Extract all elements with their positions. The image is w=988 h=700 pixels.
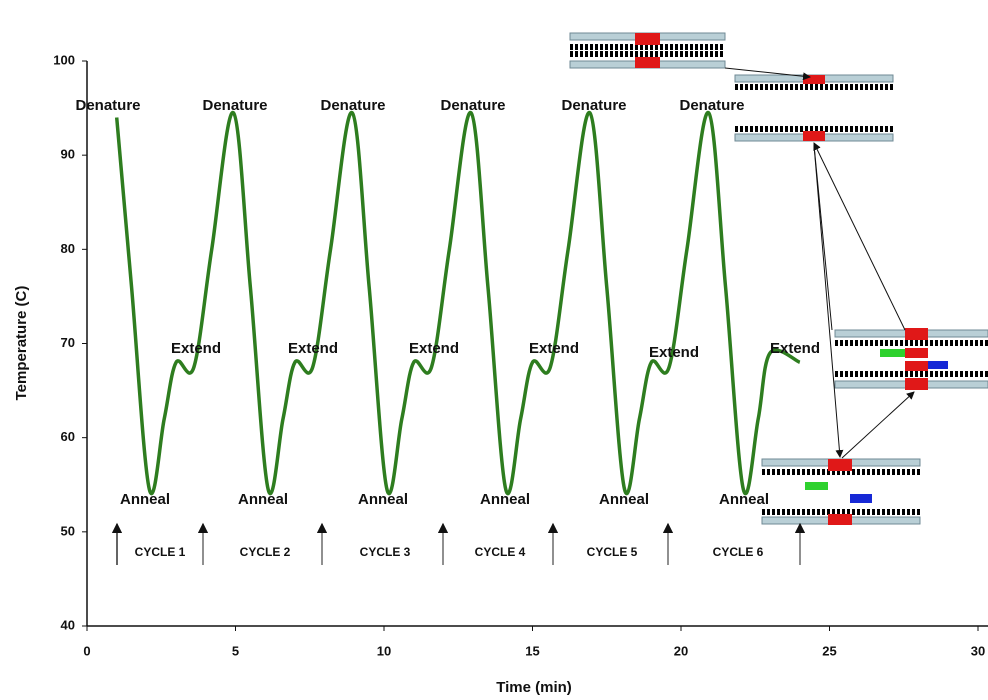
y-tick-label: 40 xyxy=(61,617,75,632)
dna-block xyxy=(850,494,872,503)
denature-label: Denature xyxy=(320,97,385,114)
anneal-label: Anneal xyxy=(120,491,170,508)
y-tick-label: 80 xyxy=(61,241,75,256)
x-axis-title: Time (min) xyxy=(496,679,572,696)
x-tick-label: 15 xyxy=(525,643,539,658)
extend-label: Extend xyxy=(649,344,699,361)
temperature-line xyxy=(114,111,801,496)
denature-label: Denature xyxy=(679,97,744,114)
anneal-label: Anneal xyxy=(480,491,530,508)
y-tick-label: 100 xyxy=(53,52,75,67)
extend-label: Extend xyxy=(171,340,221,357)
anneal-label: Anneal xyxy=(358,491,408,508)
dna-block xyxy=(803,131,825,141)
arrow xyxy=(813,144,833,331)
y-axis-title: Temperature (C) xyxy=(13,286,30,401)
dna-block xyxy=(905,378,928,390)
y-tick-label: 70 xyxy=(61,335,75,350)
dna-block xyxy=(635,57,660,68)
x-tick-label: 10 xyxy=(377,643,391,658)
cycle-label: CYCLE 5 xyxy=(587,545,638,559)
arrow xyxy=(813,142,906,331)
dna-block xyxy=(880,349,905,357)
cycle-label: CYCLE 6 xyxy=(713,545,764,559)
arrow xyxy=(724,67,811,81)
dna-block xyxy=(905,361,928,371)
anneal-label: Anneal xyxy=(719,491,769,508)
y-tick-label: 50 xyxy=(61,523,75,538)
extend-label: Extend xyxy=(770,340,820,357)
x-tick-label: 25 xyxy=(822,643,836,658)
dna-block xyxy=(928,361,948,369)
arrow xyxy=(841,391,915,459)
cycle-label: CYCLE 3 xyxy=(360,545,411,559)
dna-block xyxy=(905,348,928,358)
denature-label: Denature xyxy=(202,97,267,114)
anneal-label: Anneal xyxy=(599,491,649,508)
dna-block xyxy=(805,482,828,490)
dna-block xyxy=(905,328,928,340)
arrow xyxy=(813,144,844,458)
extend-label: Extend xyxy=(409,340,459,357)
anneal-label: Anneal xyxy=(238,491,288,508)
x-tick-label: 0 xyxy=(83,643,90,658)
dna-diagrams xyxy=(569,32,988,525)
x-tick-label: 30 xyxy=(971,643,985,658)
denature-label: Denature xyxy=(440,97,505,114)
x-tick-label: 20 xyxy=(674,643,688,658)
cycle-label: CYCLE 2 xyxy=(240,545,291,559)
dna-block xyxy=(803,75,825,84)
extend-label: Extend xyxy=(288,340,338,357)
cycle-label: CYCLE 1 xyxy=(135,545,186,559)
dna-block xyxy=(635,33,660,45)
dna-block xyxy=(828,459,852,471)
cycle-label: CYCLE 4 xyxy=(475,545,526,559)
x-tick-label: 5 xyxy=(232,643,239,658)
y-tick-label: 60 xyxy=(61,429,75,444)
diagram-arrows xyxy=(724,67,915,459)
extend-label: Extend xyxy=(529,340,579,357)
y-tick-label: 90 xyxy=(61,147,75,162)
dna-block xyxy=(828,514,852,525)
denature-label: Denature xyxy=(561,97,626,114)
denature-label: Denature xyxy=(75,97,140,114)
